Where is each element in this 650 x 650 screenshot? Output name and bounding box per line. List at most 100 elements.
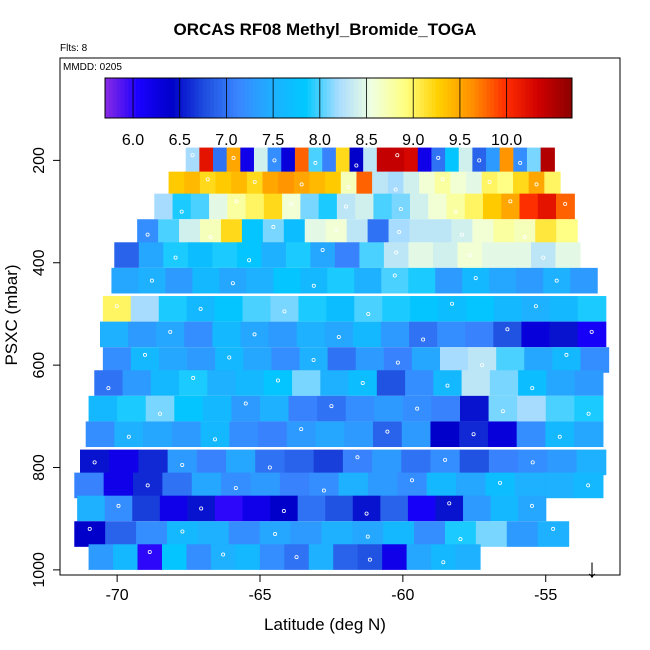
- heat-cell: [143, 421, 173, 448]
- heat-cell: [428, 193, 448, 220]
- heat-cell: [309, 171, 326, 198]
- colorbar-swatch: [213, 78, 219, 118]
- colorbar-swatch: [120, 78, 125, 118]
- sample-point: [471, 432, 476, 437]
- colorbar-swatch: [338, 78, 343, 118]
- heat-cell: [401, 449, 432, 476]
- sample-point: [294, 555, 299, 560]
- heat-cell: [430, 219, 453, 245]
- heat-cell: [573, 472, 604, 499]
- colorbar-swatch: [513, 78, 519, 118]
- colorbar-swatch: [171, 78, 176, 118]
- heat-cell: [105, 521, 137, 547]
- heat-cell: [513, 171, 530, 198]
- colorbar-swatch: [295, 78, 301, 118]
- heat-cell: [435, 495, 464, 522]
- colorbar-swatch: [256, 78, 262, 118]
- sample-point: [354, 163, 359, 168]
- sample-point: [299, 427, 304, 432]
- heat-cell: [489, 267, 517, 294]
- heat-cell: [259, 521, 292, 547]
- colorbar-swatch: [385, 78, 390, 118]
- heat-cell: [162, 472, 193, 499]
- colorbar-swatch: [108, 78, 114, 118]
- heat-cell: [514, 472, 545, 499]
- colorbar-swatch: [210, 78, 215, 118]
- colorbar-swatch: [311, 78, 316, 118]
- heat-cell: [318, 193, 338, 220]
- heat-cell: [417, 147, 433, 174]
- colorbar-swatch: [268, 78, 273, 118]
- heat-cell: [462, 267, 490, 294]
- heat-cell: [461, 370, 491, 396]
- heat-cell: [376, 370, 406, 396]
- heat-cell: [214, 495, 244, 522]
- heat-cell: [372, 449, 402, 476]
- heat-cell: [446, 193, 466, 220]
- colorbar-swatch: [350, 78, 355, 118]
- sample-point: [395, 153, 400, 158]
- sample-point: [459, 232, 464, 237]
- colorbar-swatch: [284, 78, 289, 118]
- heat-cell: [402, 395, 433, 422]
- heat-cell: [419, 171, 436, 198]
- colorbar-swatch: [498, 78, 503, 118]
- sample-point: [441, 560, 446, 565]
- heat-cell: [426, 472, 457, 499]
- heat-cell: [235, 544, 261, 570]
- heat-cell: [485, 472, 516, 499]
- y-tick-label: 200: [31, 147, 48, 174]
- heat-cell: [255, 449, 286, 476]
- colorbar-swatch: [182, 78, 188, 118]
- heat-cell: [154, 193, 174, 220]
- sample-point: [586, 483, 591, 488]
- colorbar-swatch: [416, 78, 421, 118]
- heat-cell: [340, 171, 358, 198]
- sample-point: [313, 160, 318, 165]
- colorbar-swatch: [365, 78, 371, 118]
- heat-cell: [268, 321, 298, 348]
- heat-cell: [411, 347, 441, 373]
- sample-point: [557, 434, 562, 439]
- heat-cell: [243, 347, 273, 373]
- x-axis-ticks: -70 -65 -60 -55: [106, 575, 557, 604]
- heat-cell: [468, 347, 497, 373]
- heat-cell: [345, 395, 375, 422]
- heat-cell: [475, 521, 508, 547]
- colorbar-swatch: [455, 78, 460, 118]
- heat-cell: [489, 370, 519, 396]
- heat-cell: [445, 521, 477, 547]
- colorbar-swatch: [186, 78, 192, 118]
- colorbar-swatch: [346, 78, 351, 118]
- y-tick-label: 600: [31, 352, 48, 379]
- heat-cell: [215, 347, 244, 373]
- colorbar-swatch: [225, 78, 231, 118]
- heat-cell: [288, 395, 318, 422]
- heat-cell: [207, 370, 237, 396]
- heat-cell: [315, 421, 345, 448]
- colorbar-swatch: [147, 78, 153, 118]
- sample-point: [534, 182, 539, 187]
- heat-cell: [357, 544, 383, 570]
- heat-cell: [354, 267, 382, 294]
- heat-cell: [165, 267, 193, 294]
- colorbar-swatch: [435, 78, 441, 118]
- sample-point: [272, 158, 277, 163]
- heat-cell: [299, 347, 329, 373]
- heat-cell: [262, 219, 285, 245]
- colorbar-swatch: [105, 78, 110, 118]
- heat-cell: [308, 544, 334, 570]
- colorbar-swatch: [521, 78, 526, 118]
- colorbar-swatch: [381, 78, 386, 118]
- heat-cell: [490, 495, 519, 522]
- x-tick-label: -70: [106, 587, 129, 604]
- heat-cell: [310, 242, 336, 268]
- heat-cell: [77, 495, 106, 522]
- heat-cell: [517, 395, 547, 422]
- sample-point: [208, 235, 213, 240]
- colorbar: 6.0 6.5 7.0 7.5 8.0 8.5 9.0 9.5 10.0: [104, 77, 573, 149]
- heat-cell: [431, 395, 461, 422]
- sample-point: [395, 360, 400, 365]
- sample-point: [321, 488, 326, 493]
- heat-cell: [530, 242, 557, 268]
